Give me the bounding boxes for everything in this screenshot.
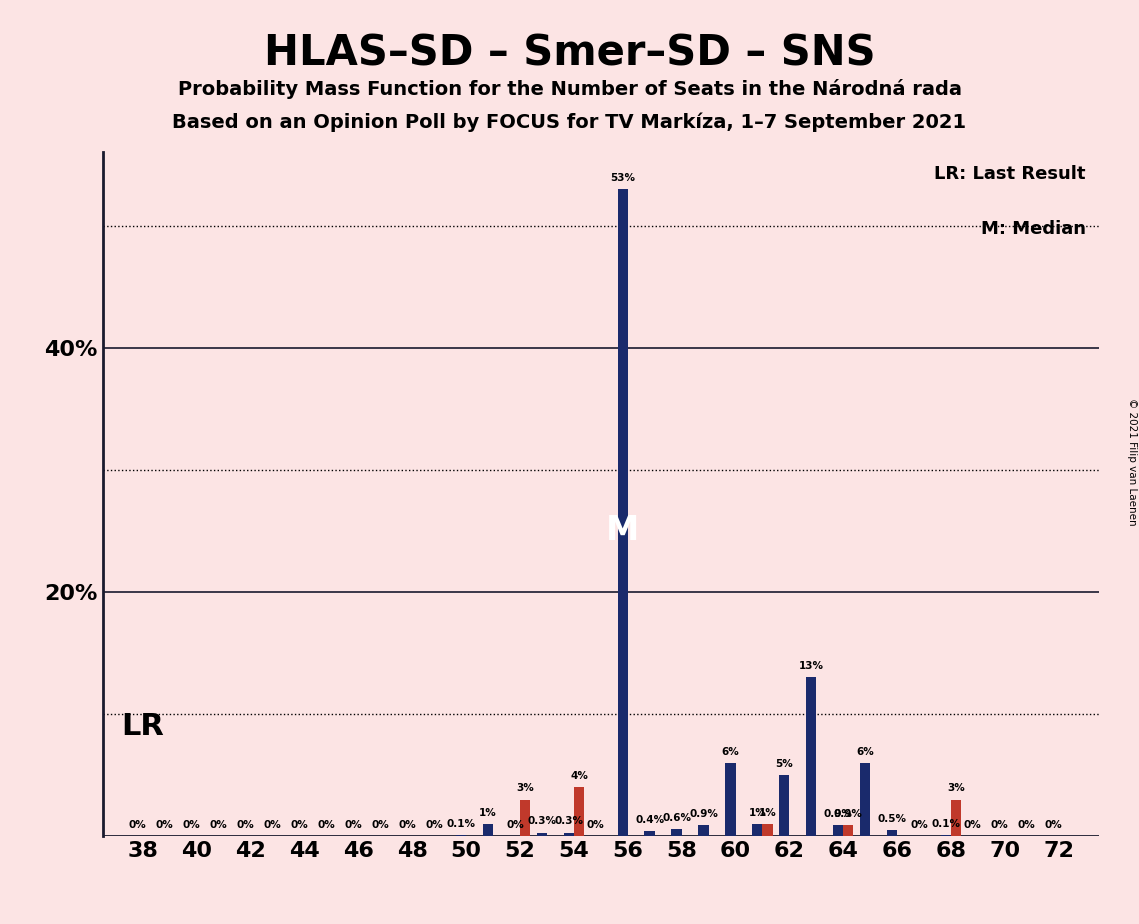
Text: 5%: 5% [776,759,793,769]
Bar [617,189,628,836]
Text: 0.1%: 0.1% [932,819,960,829]
Text: 0%: 0% [1044,821,1063,830]
Text: 0%: 0% [210,821,228,830]
Bar [951,799,961,836]
Text: M: Median: M: Median [981,220,1085,237]
Text: M: M [606,515,639,547]
Bar [521,799,531,836]
Text: 0.4%: 0.4% [636,815,664,825]
Bar [843,825,853,836]
Bar [833,825,843,836]
Text: 13%: 13% [798,662,823,672]
Bar [456,835,466,836]
Text: 0%: 0% [237,821,254,830]
Text: Based on an Opinion Poll by FOCUS for TV Markíza, 1–7 September 2021: Based on an Opinion Poll by FOCUS for TV… [172,113,967,132]
Bar [726,763,736,836]
Text: LR: LR [122,711,164,741]
Bar [887,830,898,836]
Text: 0.3%: 0.3% [555,817,583,826]
Text: 1%: 1% [748,808,767,818]
Text: 0%: 0% [425,821,443,830]
Text: 6%: 6% [721,747,739,757]
Text: Probability Mass Function for the Number of Seats in the Národná rada: Probability Mass Function for the Number… [178,79,961,99]
Text: 1%: 1% [480,808,497,818]
Text: 0.3%: 0.3% [527,817,556,826]
Text: 0%: 0% [156,821,173,830]
Bar [574,787,584,836]
Text: 0%: 0% [910,821,928,830]
Bar [806,677,817,836]
Text: 6%: 6% [857,747,874,757]
Text: 0%: 0% [399,821,416,830]
Text: 0.5%: 0.5% [877,814,907,824]
Text: 0.9%: 0.9% [689,809,718,820]
Text: 0%: 0% [263,821,281,830]
Bar [564,833,574,836]
Text: 0%: 0% [290,821,309,830]
Text: 0%: 0% [318,821,335,830]
Text: © 2021 Filip van Laenen: © 2021 Filip van Laenen [1128,398,1137,526]
Text: 0%: 0% [991,821,1009,830]
Bar [762,824,772,836]
Bar [483,824,493,836]
Text: 0%: 0% [964,821,982,830]
Bar [752,824,762,836]
Text: 0%: 0% [506,821,524,830]
Bar [860,763,870,836]
Text: LR: Last Result: LR: Last Result [934,164,1085,183]
Bar [698,825,708,836]
Text: 0%: 0% [182,821,200,830]
Text: 0%: 0% [587,821,605,830]
Text: 0.9%: 0.9% [834,809,863,820]
Text: 0%: 0% [129,821,147,830]
Text: 0.6%: 0.6% [662,813,691,822]
Text: 0.9%: 0.9% [823,809,853,820]
Bar [645,832,655,836]
Bar [941,835,951,836]
Text: 0%: 0% [371,821,390,830]
Text: 3%: 3% [516,784,534,794]
Text: 1%: 1% [759,808,777,818]
Text: 0%: 0% [1018,821,1035,830]
Bar [671,829,681,836]
Text: HLAS–SD – Smer–SD – SNS: HLAS–SD – Smer–SD – SNS [264,32,875,74]
Text: 4%: 4% [570,772,588,782]
Text: 3%: 3% [948,784,965,794]
Text: 53%: 53% [611,173,636,183]
Bar [536,833,547,836]
Text: 0.1%: 0.1% [446,819,475,829]
Bar [779,775,789,836]
Text: 0%: 0% [344,821,362,830]
